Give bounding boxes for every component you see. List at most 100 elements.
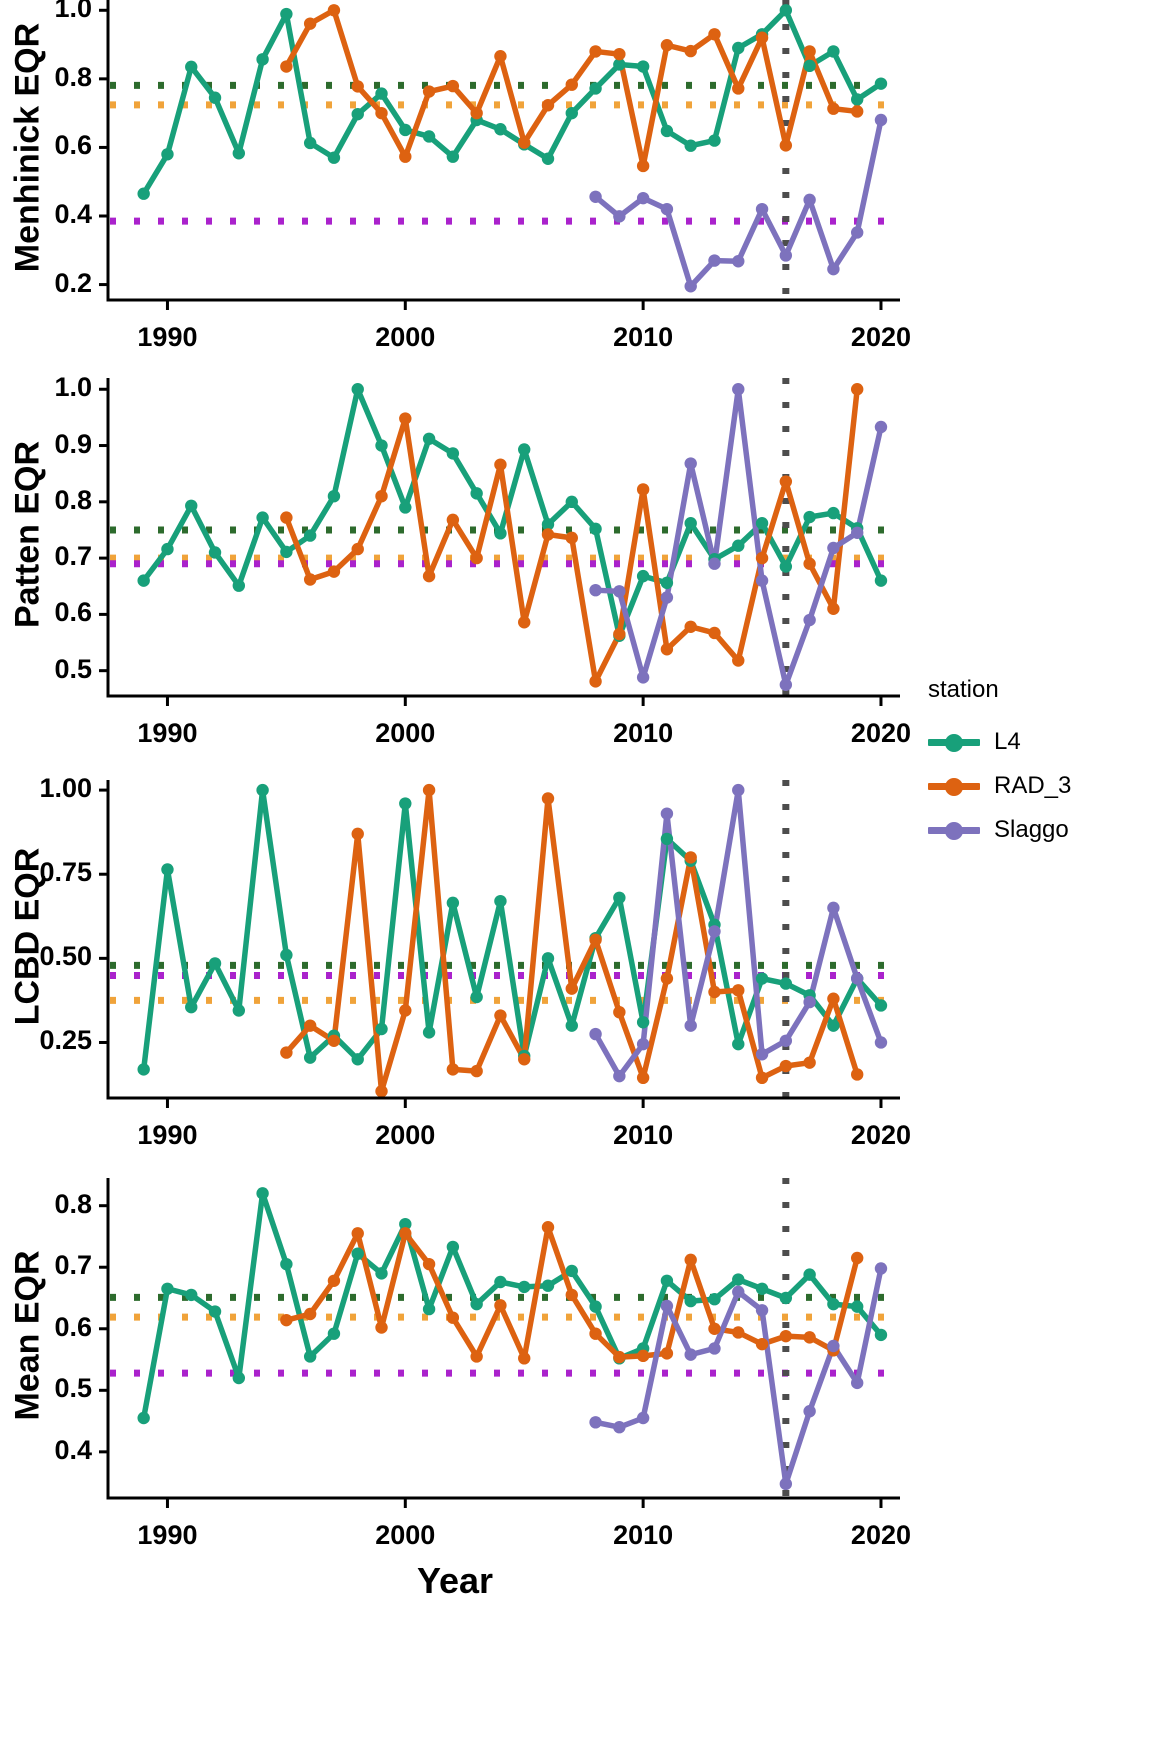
data-point bbox=[779, 678, 793, 691]
data-point bbox=[494, 123, 507, 136]
data-point bbox=[446, 1240, 460, 1254]
data-point bbox=[708, 134, 721, 147]
data-point bbox=[613, 627, 626, 641]
data-point bbox=[375, 87, 388, 100]
legend-key-icon bbox=[928, 723, 980, 761]
panel-patten-eqr: 0.5 0.6 0.7 0.8 0.9 1.0 1990 2000 2010 2020 Patten… bbox=[0, 372, 912, 756]
plot-area bbox=[99, 0, 900, 310]
y-tick-label: 0.8 bbox=[54, 1188, 92, 1219]
data-point bbox=[779, 560, 793, 573]
data-point bbox=[803, 59, 816, 73]
data-point bbox=[446, 447, 460, 460]
data-point bbox=[850, 1300, 864, 1313]
data-point bbox=[684, 517, 697, 530]
data-point bbox=[470, 551, 483, 565]
data-point bbox=[565, 1264, 578, 1278]
axis-lines bbox=[106, 378, 900, 698]
y-tick-label: 0.75 bbox=[39, 857, 92, 888]
data-point bbox=[232, 1004, 246, 1017]
data-point bbox=[850, 1376, 864, 1390]
data-point bbox=[684, 1348, 697, 1361]
data-point bbox=[660, 1299, 674, 1313]
data-point bbox=[589, 82, 602, 95]
data-point bbox=[732, 383, 745, 396]
data-point bbox=[565, 495, 578, 509]
data-point bbox=[375, 1267, 388, 1280]
data-point bbox=[755, 574, 769, 587]
data-point bbox=[803, 613, 816, 627]
data-point bbox=[850, 972, 864, 985]
data-point bbox=[613, 47, 626, 61]
legend-item-slaggo[interactable]: Slaggo bbox=[928, 810, 1168, 850]
data-point bbox=[636, 1016, 650, 1029]
data-point bbox=[708, 28, 721, 41]
data-point bbox=[161, 542, 174, 556]
data-point bbox=[613, 58, 626, 71]
data-point bbox=[660, 1274, 674, 1287]
data-point bbox=[208, 546, 222, 559]
data-point bbox=[518, 616, 531, 629]
data-point bbox=[208, 957, 222, 970]
data-point bbox=[137, 1063, 150, 1076]
data-point bbox=[850, 105, 864, 118]
data-point bbox=[684, 1019, 697, 1032]
data-point bbox=[613, 1350, 626, 1364]
data-point bbox=[684, 1294, 697, 1308]
data-point bbox=[185, 1000, 198, 1014]
data-point bbox=[208, 1305, 222, 1318]
legend-item-l4[interactable]: L4 bbox=[928, 722, 1168, 762]
data-point bbox=[351, 383, 364, 396]
data-point bbox=[399, 501, 412, 514]
data-point bbox=[541, 952, 555, 965]
data-point bbox=[636, 191, 650, 205]
data-point bbox=[565, 531, 578, 545]
data-point bbox=[327, 1274, 341, 1287]
data-point bbox=[161, 1282, 174, 1295]
data-point bbox=[660, 202, 674, 216]
legend-item-rad_3[interactable]: RAD_3 bbox=[928, 766, 1168, 806]
data-point bbox=[303, 17, 317, 30]
data-point bbox=[732, 1037, 745, 1051]
axis-lines bbox=[106, 1178, 900, 1500]
data-point bbox=[446, 1311, 460, 1324]
data-point bbox=[779, 475, 793, 488]
data-point bbox=[755, 1048, 769, 1061]
data-point bbox=[280, 1046, 293, 1059]
data-point bbox=[850, 226, 864, 239]
data-point bbox=[422, 1257, 436, 1271]
y-tick-label: 0.9 bbox=[54, 428, 92, 459]
data-point bbox=[827, 102, 840, 115]
data-point bbox=[779, 1477, 793, 1491]
x-tick-label: 1990 bbox=[137, 1520, 198, 1550]
data-point bbox=[636, 1071, 650, 1085]
data-point bbox=[803, 1268, 816, 1281]
data-point bbox=[280, 60, 293, 73]
data-point bbox=[565, 1288, 578, 1302]
x-tick-label: 2010 bbox=[613, 1120, 674, 1150]
data-point bbox=[636, 671, 650, 684]
data-point bbox=[827, 992, 840, 1005]
data-point bbox=[494, 1009, 507, 1022]
data-point bbox=[422, 1302, 436, 1316]
data-point bbox=[303, 573, 317, 586]
data-point bbox=[660, 807, 674, 820]
plot-area bbox=[99, 378, 900, 706]
data-point bbox=[636, 569, 650, 583]
data-point bbox=[256, 511, 269, 524]
data-point bbox=[399, 1217, 412, 1231]
axis-lines bbox=[106, 780, 900, 1100]
data-point bbox=[185, 60, 198, 74]
data-point bbox=[874, 1262, 888, 1275]
data-point bbox=[541, 792, 555, 805]
data-point bbox=[684, 280, 697, 293]
y-tick-label: 1.0 bbox=[54, 372, 92, 403]
data-point bbox=[803, 510, 816, 524]
data-point bbox=[303, 1051, 317, 1064]
data-point bbox=[660, 643, 674, 656]
data-point bbox=[732, 1273, 745, 1286]
y-tick-label: 0.5 bbox=[54, 1373, 92, 1404]
y-tick-label: 1.0 bbox=[54, 0, 92, 24]
data-point bbox=[470, 106, 483, 120]
data-point bbox=[803, 1056, 816, 1069]
data-point bbox=[518, 1053, 531, 1066]
